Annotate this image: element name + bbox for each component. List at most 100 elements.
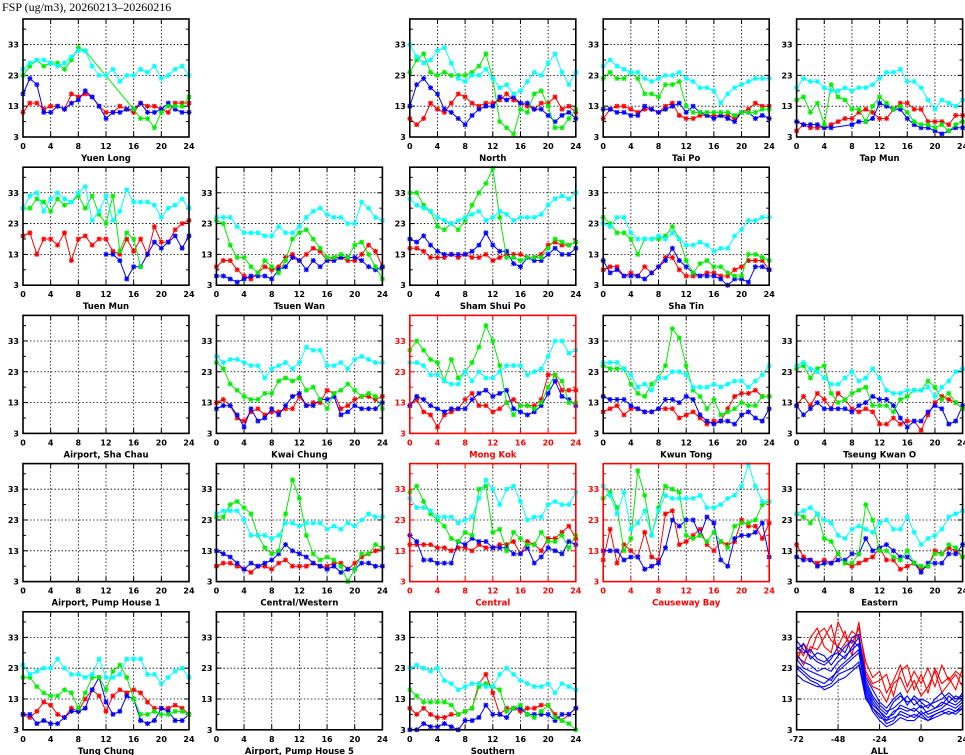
data-point [469,705,475,711]
data-point [814,79,820,85]
x-tick-label: 24 [183,735,195,744]
data-point [421,505,427,511]
data-point [359,251,365,257]
data-point [469,100,475,106]
x-tick-label: 24 [957,587,965,596]
data-point [856,106,862,112]
data-point [504,97,510,103]
data-point [628,69,634,75]
data-point [41,63,47,69]
data-point [946,514,952,520]
data-point [96,656,102,662]
data-point [911,119,917,125]
data-point [745,403,751,409]
data-point [552,245,558,251]
data-point [614,63,620,69]
data-point [490,103,496,109]
data-point [683,393,689,399]
data-point [324,211,330,217]
data-point [711,548,717,554]
data-point [338,360,344,366]
data-point [559,532,565,538]
data-point [517,678,523,684]
data-point [953,548,959,554]
data-point [552,372,558,378]
data-point [372,548,378,554]
data-point [835,381,841,387]
data-point [725,112,731,118]
data-point [628,230,634,236]
y-tick-label: 13 [588,250,599,259]
data-point [552,338,558,344]
data-point [296,224,302,230]
data-point [904,393,910,399]
data-point [428,100,434,106]
data-point [131,248,137,254]
data-point [317,397,323,403]
data-point [531,560,537,566]
data-point [511,397,517,403]
data-point [635,109,641,115]
data-point [559,242,565,248]
x-tick-label: -72 [789,735,803,744]
data-point [856,560,862,566]
data-point [421,347,427,353]
data-point [96,236,102,242]
data-point [642,409,648,415]
x-tick-label: 4 [628,142,634,151]
figure-title: FSP (ug/m3), 20260213–20260216 [2,0,172,14]
data-point [676,523,682,529]
data-point [434,254,440,260]
data-point [359,353,365,359]
data-point [289,477,295,483]
x-tick-label: 8 [76,290,82,299]
x-tick-label: 12 [681,438,692,447]
plot-frame [215,166,384,286]
data-point [904,514,910,520]
data-point [41,699,47,705]
data-point [151,125,157,131]
data-point [552,94,558,100]
data-point [662,258,668,264]
data-point [490,165,496,171]
x-tick-label: 8 [269,587,275,596]
data-point [296,230,302,236]
data-point [725,270,731,276]
x-tick-label: 12 [294,438,305,447]
data-point [441,678,447,684]
x-tick-label: 24 [957,735,965,744]
data-point [455,75,461,81]
data-point [317,205,323,211]
data-point [828,560,834,566]
data-point [269,406,275,412]
data-point [683,517,689,523]
data-point [552,378,558,384]
data-point [614,505,620,511]
y-tick-label: 3 [594,578,600,587]
data-point [469,248,475,254]
data-point [158,711,164,717]
data-point [269,233,275,239]
data-point [877,520,883,526]
data-point [739,483,745,489]
data-point [842,406,848,412]
data-point [41,106,47,112]
data-point [269,557,275,563]
data-point [759,75,765,81]
data-point [649,554,655,560]
y-tick-label: 13 [395,695,406,704]
x-tick-label: 24 [183,587,195,596]
data-point [545,242,551,248]
y-tick-label: 23 [588,368,599,377]
series-line-red [796,623,964,704]
data-point [511,551,517,557]
data-point [690,103,696,109]
data-point [469,681,475,687]
data-point [704,109,710,115]
data-point [255,363,261,369]
data-point [690,387,696,393]
data-point [718,557,724,563]
data-point [801,94,807,100]
y-tick-label: 33 [201,485,212,494]
